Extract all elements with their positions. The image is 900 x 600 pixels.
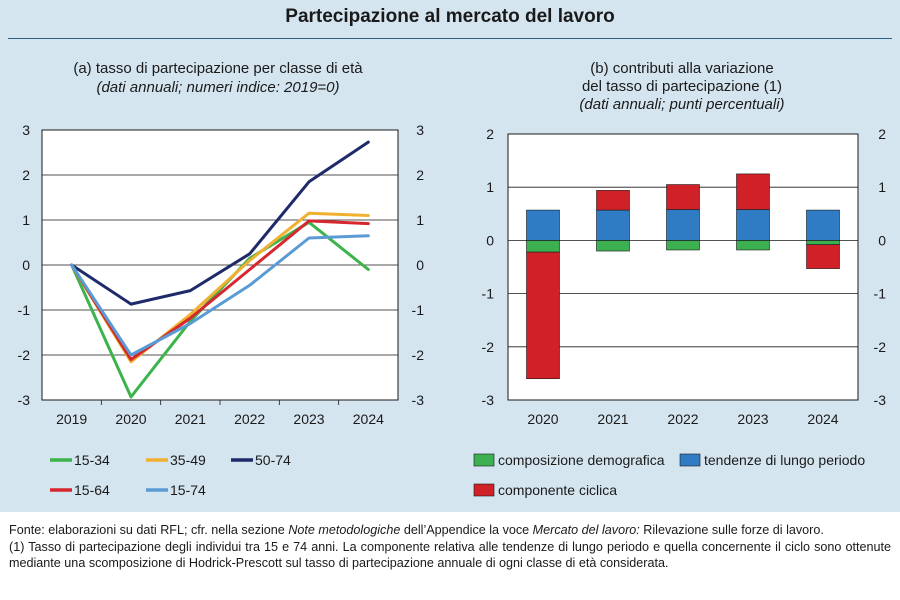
source-text-3: Rilevazione sulle forze di lavoro. [639,523,824,537]
panel-b-subheading: (dati annuali; punti percentuali) [579,96,784,113]
y-tick-left: 3 [22,122,30,138]
bar-segment-2021 [596,190,630,211]
series-line-15-74 [70,234,370,357]
title-divider [8,38,892,39]
y-tick-right: 0 [416,257,424,273]
y-tick-right: 0 [878,232,886,248]
legend-label: 50-74 [255,452,291,468]
bar-segment-2022 [666,184,700,210]
footnote-1: (1) Tasso di partecipazione degli indivi… [9,539,891,571]
x-tick-label: 2023 [293,411,324,427]
x-tick-label: 2023 [737,411,768,427]
y-tick-right: 2 [416,167,424,183]
bar-segment-2020 [526,240,560,253]
bar-segment-2024 [806,244,840,269]
y-tick-right: -3 [412,392,425,408]
legend-label: tendenze di lungo periodo [704,452,865,468]
y-tick-left: 1 [486,179,494,195]
plot-area [508,134,858,400]
legend-swatch-tendenze di lungo periodo [679,453,701,467]
y-tick-left: -2 [18,347,31,363]
legend-label: 15-74 [170,482,206,498]
panel-b-heading-line2: del tasso di partecipazione (1) [582,78,782,95]
bar-segment-2021 [596,240,630,252]
y-tick-right: -1 [874,286,887,302]
bar-segment-2021 [596,209,630,241]
x-tick-label: 2024 [807,411,838,427]
y-tick-left: 2 [22,167,30,183]
y-tick-left: 1 [22,212,30,228]
series-line-15-64 [70,219,370,361]
y-tick-right: -3 [874,392,887,408]
y-tick-left: -1 [18,302,31,318]
source-emphasis-1: Note metodologiche [288,523,401,537]
y-tick-left: 2 [486,126,494,142]
bar-segment-2023 [736,240,770,251]
x-tick-label: 2022 [234,411,265,427]
bar-segment-2023 [736,173,770,210]
legend-label: 15-64 [74,482,110,498]
y-tick-left: -1 [482,286,495,302]
plot-frame [507,133,859,401]
x-tick-label: 2022 [667,411,698,427]
y-tick-right: -2 [412,347,425,363]
bar-segment-2022 [666,240,700,251]
panel-a-heading: (a) tasso di partecipazione per classe d… [73,60,363,77]
source-emphasis-2: Mercato del lavoro: [532,523,640,537]
y-tick-left: -3 [18,392,31,408]
series-line-15-34 [70,220,370,399]
source-note: Fonte: elaborazioni su dati RFL; cfr. ne… [9,522,891,539]
legend-label: componente ciclica [498,482,617,498]
y-tick-right: 2 [878,126,886,142]
y-tick-right: 3 [416,122,424,138]
charts-canvas: (a) tasso di partecipazione per classe d… [18,60,887,498]
x-tick-label: 2021 [175,411,206,427]
x-tick-label: 2020 [115,411,146,427]
series-line-50-74 [70,140,370,306]
plot-frame [41,129,399,401]
y-tick-left: -2 [482,339,495,355]
bar-segment-2022 [666,209,700,241]
x-tick-label: 2019 [56,411,87,427]
y-tick-right: -1 [412,302,425,318]
source-text-2: dell’Appendice la voce [400,523,533,537]
bar-chart-panel: 2 2 1 1 0 0 -1 -1 -2 -2 -3 -3 2020 2021 2022 2023 2024 co… [473,126,887,498]
footnotes: Fonte: elaborazioni su dati RFL; cfr. ne… [0,512,900,600]
y-tick-right: 1 [878,179,886,195]
y-tick-left: 0 [22,257,30,273]
y-tick-right: -2 [874,339,887,355]
legend-swatch-componente ciclica [473,483,495,497]
legend-label: 15-34 [74,452,110,468]
panel-a-subheading: (dati annuali; numeri indice: 2019=0) [96,79,339,96]
legend-label: 35-49 [170,452,206,468]
bar-segment-2024 [806,240,840,245]
line-chart-panel: 3 3 2 2 1 1 0 0 -1 -1 -2 -2 -3 -3 2019 2020 2021 2022 2023… [18,122,425,498]
x-tick-label: 2021 [597,411,628,427]
x-tick-label: 2024 [353,411,384,427]
y-tick-right: 1 [416,212,424,228]
x-tick-label: 2020 [527,411,558,427]
legend-label: composizione demografica [498,452,665,468]
source-text-1: Fonte: elaborazioni su dati RFL; cfr. ne… [9,523,289,537]
panel-b-heading-line1: (b) contributi alla variazione [590,60,773,77]
bar-segment-2020 [526,209,560,241]
bar-segment-2024 [806,209,840,241]
legend-swatch-composizione demografica [473,453,495,467]
y-tick-left: -3 [482,392,495,408]
bar-segment-2020 [526,251,560,380]
y-tick-left: 0 [486,232,494,248]
bar-segment-2023 [736,209,770,241]
page-title: Partecipazione al mercato del lavoro [285,6,615,27]
